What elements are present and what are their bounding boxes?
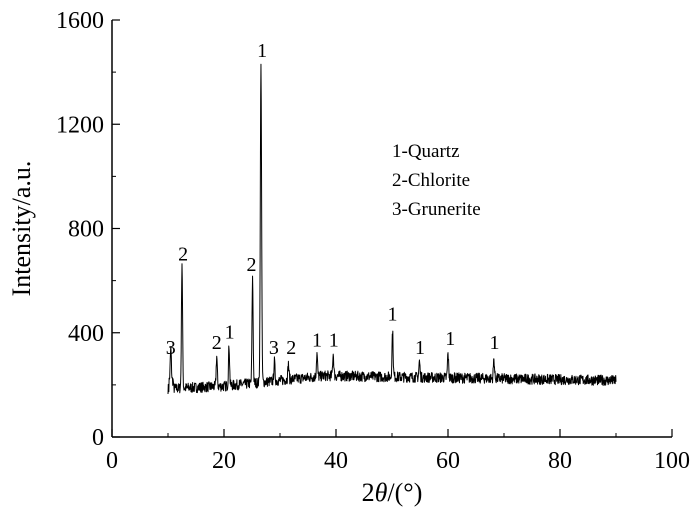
legend: 1-Quartz 2-Chlorite 3-Grunerite bbox=[392, 141, 481, 220]
peak-label: 3 bbox=[269, 337, 279, 359]
peak-label: 2 bbox=[286, 337, 296, 359]
peak-label: 3 bbox=[166, 337, 176, 359]
peak-label: 2 bbox=[178, 243, 188, 265]
peak-label: 1 bbox=[489, 332, 499, 354]
y-tick-label: 800 bbox=[68, 217, 104, 243]
peak-label: 1 bbox=[388, 303, 398, 325]
y-tick-label: 0 bbox=[92, 425, 104, 451]
x-tick-label: 20 bbox=[212, 448, 236, 474]
ticks bbox=[111, 19, 673, 438]
x-axis-title-unit: /(°) bbox=[387, 478, 422, 507]
xrd-pattern-line bbox=[167, 63, 617, 395]
legend-entry: 2-Chlorite bbox=[392, 170, 470, 191]
y-tick-label: 1200 bbox=[56, 112, 104, 138]
peak-label: 1 bbox=[445, 328, 455, 350]
legend-entry: 1-Quartz bbox=[392, 141, 460, 162]
x-tick-label: 40 bbox=[324, 448, 348, 474]
y-tick-label: 400 bbox=[68, 321, 104, 347]
x-tick-label: 100 bbox=[654, 448, 690, 474]
peak-label: 2 bbox=[212, 332, 222, 354]
axes bbox=[111, 20, 672, 438]
x-tick-label: 0 bbox=[106, 448, 118, 474]
peak-label: 1 bbox=[312, 329, 322, 351]
series bbox=[167, 63, 617, 395]
x-axis-title: 2θ/(°) bbox=[362, 478, 423, 507]
peak-label: 2 bbox=[246, 254, 256, 276]
tick-labels: 0 20 40 60 80 100 0 400 800 1200 1600 bbox=[56, 8, 690, 474]
x-axis-title-theta: θ bbox=[375, 478, 388, 507]
peak-label: 1 bbox=[415, 337, 425, 359]
legend-entry: 3-Grunerite bbox=[392, 199, 481, 220]
y-tick-label: 1600 bbox=[56, 8, 104, 34]
peak-label: 1 bbox=[225, 322, 235, 344]
peak-label: 1 bbox=[329, 329, 339, 351]
y-axis-title: Intensity/a.u. bbox=[7, 161, 36, 297]
x-axis-title-prefix: 2 bbox=[362, 478, 375, 507]
x-tick-label: 60 bbox=[436, 448, 460, 474]
peak-label: 1 bbox=[257, 40, 267, 62]
x-tick-label: 80 bbox=[548, 448, 572, 474]
